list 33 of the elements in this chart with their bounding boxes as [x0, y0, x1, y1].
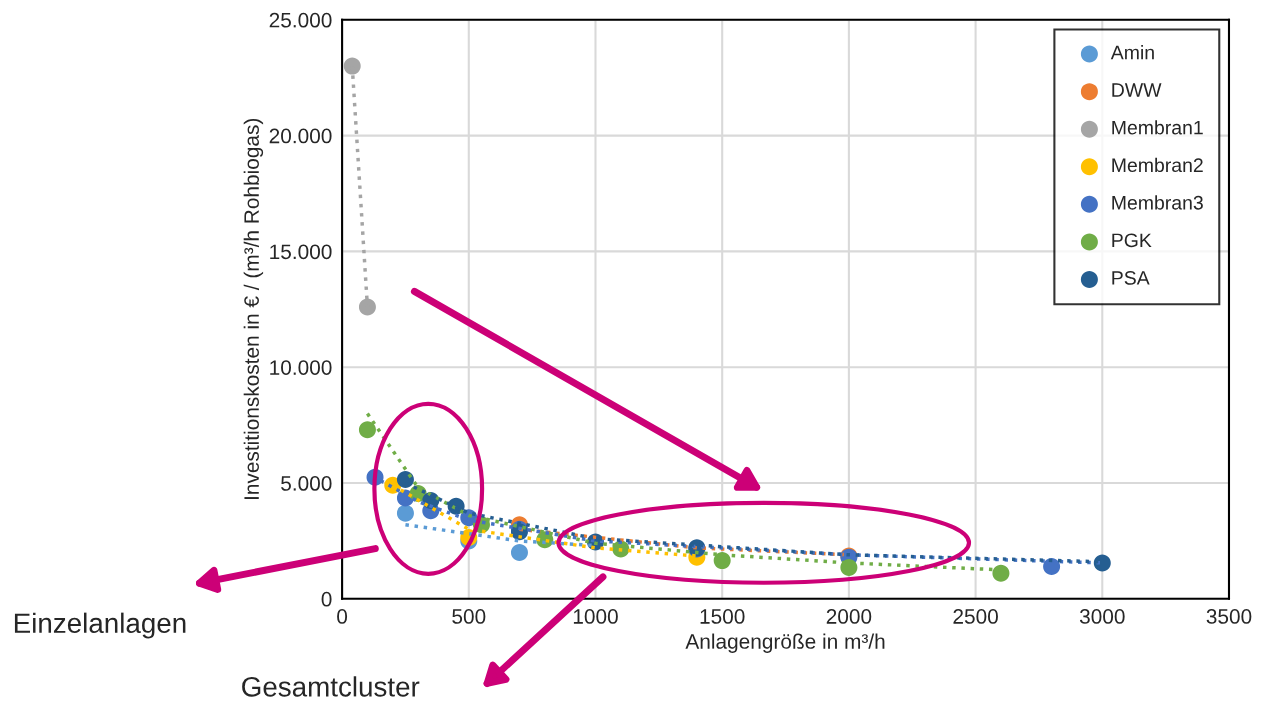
y-tick-label: 5.000: [281, 476, 332, 491]
x-tick-label: 0: [337, 609, 348, 624]
y-tick-label: 25.000: [269, 12, 332, 28]
point: [358, 298, 376, 316]
legend-label: PSA: [1112, 271, 1150, 285]
x-tick-label: 3000: [1079, 609, 1125, 624]
y-tick-label: 0: [321, 591, 332, 607]
legend-label: Membran3: [1112, 195, 1203, 210]
x-tick-label: 1000: [573, 609, 618, 624]
point: [396, 504, 414, 522]
x-tick-label: 2000: [826, 609, 872, 624]
x-axis-title: Anlagengröße in m³/h: [685, 633, 885, 653]
legend-label: DWW: [1112, 83, 1162, 97]
point: [713, 552, 731, 570]
x-tick-label: 2500: [953, 609, 998, 624]
legend-label: Membran2: [1112, 157, 1203, 173]
point: [358, 421, 376, 439]
y-tick-label: 15.000: [270, 244, 332, 260]
x-tick-label: 500: [452, 609, 486, 624]
x-tick-label: 3500: [1206, 609, 1252, 624]
y-tick-label: 10.000: [270, 360, 332, 375]
text: Einzelanlagen: [14, 612, 186, 639]
x-tick-label: 1500: [700, 609, 745, 624]
point: [992, 564, 1010, 582]
point: [343, 57, 361, 75]
y-tick-label: 20.000: [269, 128, 332, 144]
text: Gesamtcluster: [242, 676, 420, 697]
legend-label: PGK: [1112, 233, 1152, 248]
legend-label: Amin: [1110, 45, 1154, 60]
legend-label: Membran1: [1112, 120, 1203, 135]
point: [1043, 557, 1061, 575]
y-axis-title: Investitionskosten in € / (m³/h Rohbiogas): [243, 118, 264, 500]
point: [510, 544, 528, 562]
